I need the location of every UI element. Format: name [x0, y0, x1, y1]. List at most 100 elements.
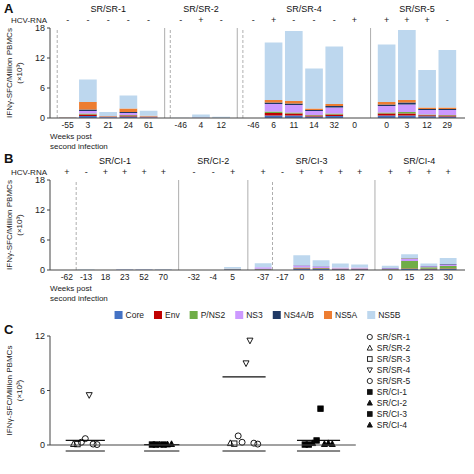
group-bracket [66, 451, 105, 452]
x-axis-label: Weeks postsecond infection [50, 284, 108, 303]
y-tick [47, 58, 50, 59]
bar-segment [398, 114, 416, 116]
bar-segment [418, 115, 436, 116]
bar-segment [418, 108, 436, 110]
bar-segment [398, 103, 416, 105]
point [329, 441, 335, 447]
point [232, 441, 237, 446]
hcv-rna-sign: + [426, 167, 431, 177]
x-tick-label: 0 [299, 272, 304, 282]
bar-segment [332, 264, 349, 268]
hcv-rna-sign: + [122, 167, 127, 177]
x-axis-label: Weeks postsecond infection [50, 132, 108, 151]
text-line: IFNγ-SFC/Million PBMCs [5, 346, 14, 436]
x-tick-label: 0 [352, 120, 357, 130]
points [66, 338, 340, 447]
y-tick [47, 180, 50, 181]
legend-label: SR/SR-4 [377, 365, 411, 375]
y-tick [47, 210, 50, 211]
reinfection-line [170, 28, 171, 118]
bar-segment [305, 116, 323, 117]
point [243, 361, 249, 367]
x-tick-label: 6 [271, 120, 276, 130]
bar-segment [285, 114, 303, 116]
x-tick-label: 30 [443, 272, 453, 282]
y-axis-label: IFNγ-SFC/Million PBMCs(×10³) [5, 28, 24, 118]
x-tick-label: 4 [199, 120, 204, 130]
x-tick-label: -55 [62, 120, 75, 130]
hcv-rna-sign: + [271, 15, 276, 25]
x-tick-label: 27 [355, 272, 365, 282]
text-line: (×10³) [15, 214, 24, 236]
bar-segment [398, 30, 416, 100]
legend-label: SR/SR-2 [377, 343, 411, 353]
point [314, 438, 319, 443]
bar-segment [265, 112, 283, 114]
x-tick-label: 8 [319, 272, 324, 282]
subject-separator [370, 28, 371, 118]
point [78, 439, 84, 445]
bar-segment [313, 268, 330, 270]
legend-label: SR/CI-2 [377, 398, 408, 408]
subject-label: SR/SR-4 [286, 4, 322, 14]
y-tick [47, 270, 50, 271]
point [318, 406, 323, 411]
bar-segment [120, 113, 138, 115]
bar-segment [265, 104, 283, 112]
bar-segment [439, 50, 457, 108]
x-tick-label: 12 [422, 120, 432, 130]
y-axis-line [50, 28, 51, 118]
legend-label: NS5B [378, 310, 401, 320]
bar-segment [265, 103, 283, 105]
hcv-rna-sign: + [384, 15, 389, 25]
bar-segment [285, 105, 303, 113]
bar-segment [305, 111, 323, 115]
bar-segment [79, 115, 97, 117]
bar-segment [293, 255, 310, 265]
hcv-rna-sign: - [313, 15, 316, 25]
hcv-rna-label: HCV-RNA [11, 168, 48, 177]
x-tick-label: 29 [443, 120, 453, 130]
legend-swatch [273, 311, 281, 319]
legend-marker [367, 357, 372, 362]
subject-separator [164, 28, 165, 118]
bar-segment [439, 109, 457, 110]
hcv-rna-sign: - [192, 167, 195, 177]
bar-segment [401, 259, 418, 261]
bar-segment [351, 268, 368, 269]
legend-label: Core [126, 310, 145, 320]
legend-label: SR/CI-3 [377, 409, 408, 419]
text-line: Weeks post [50, 132, 92, 141]
reinfection-line [76, 180, 77, 270]
bar-segment [265, 43, 283, 101]
hcv-rna-sign: + [404, 15, 409, 25]
hcv-rna-sign: + [103, 167, 108, 177]
legend-swatch [324, 311, 332, 319]
hcv-rna-sign: - [127, 15, 130, 25]
bar-segment [439, 116, 457, 117]
text-line: IFNγ-SFC/Million PBMCs [5, 28, 14, 118]
point [239, 439, 245, 445]
hcv-rna-sign: - [281, 167, 284, 177]
bar-segment [120, 112, 138, 113]
bar-segment [305, 69, 323, 109]
bar-segment [255, 267, 272, 269]
point [75, 441, 80, 446]
legend-marker [367, 400, 372, 405]
legend-swatch [235, 311, 243, 319]
panel-label: C [4, 322, 14, 337]
bar-segment [325, 47, 343, 105]
bar-segment [398, 105, 416, 113]
legend-swatch [190, 311, 198, 319]
y-tick [47, 390, 50, 391]
x-tick-label: 23 [424, 272, 434, 282]
point [169, 441, 175, 447]
hcv-rna-sign: + [318, 167, 323, 177]
x-tick-label: 14 [309, 120, 319, 130]
legend-swatch [115, 311, 123, 319]
bar-segment [418, 109, 436, 110]
legend: CoreEnvP/NS2NS3NS4A/BNS5ANS5B [115, 310, 401, 320]
bar-segment [398, 100, 416, 103]
hcv-rna-sign: - [86, 15, 89, 25]
subject-separator [374, 180, 375, 270]
